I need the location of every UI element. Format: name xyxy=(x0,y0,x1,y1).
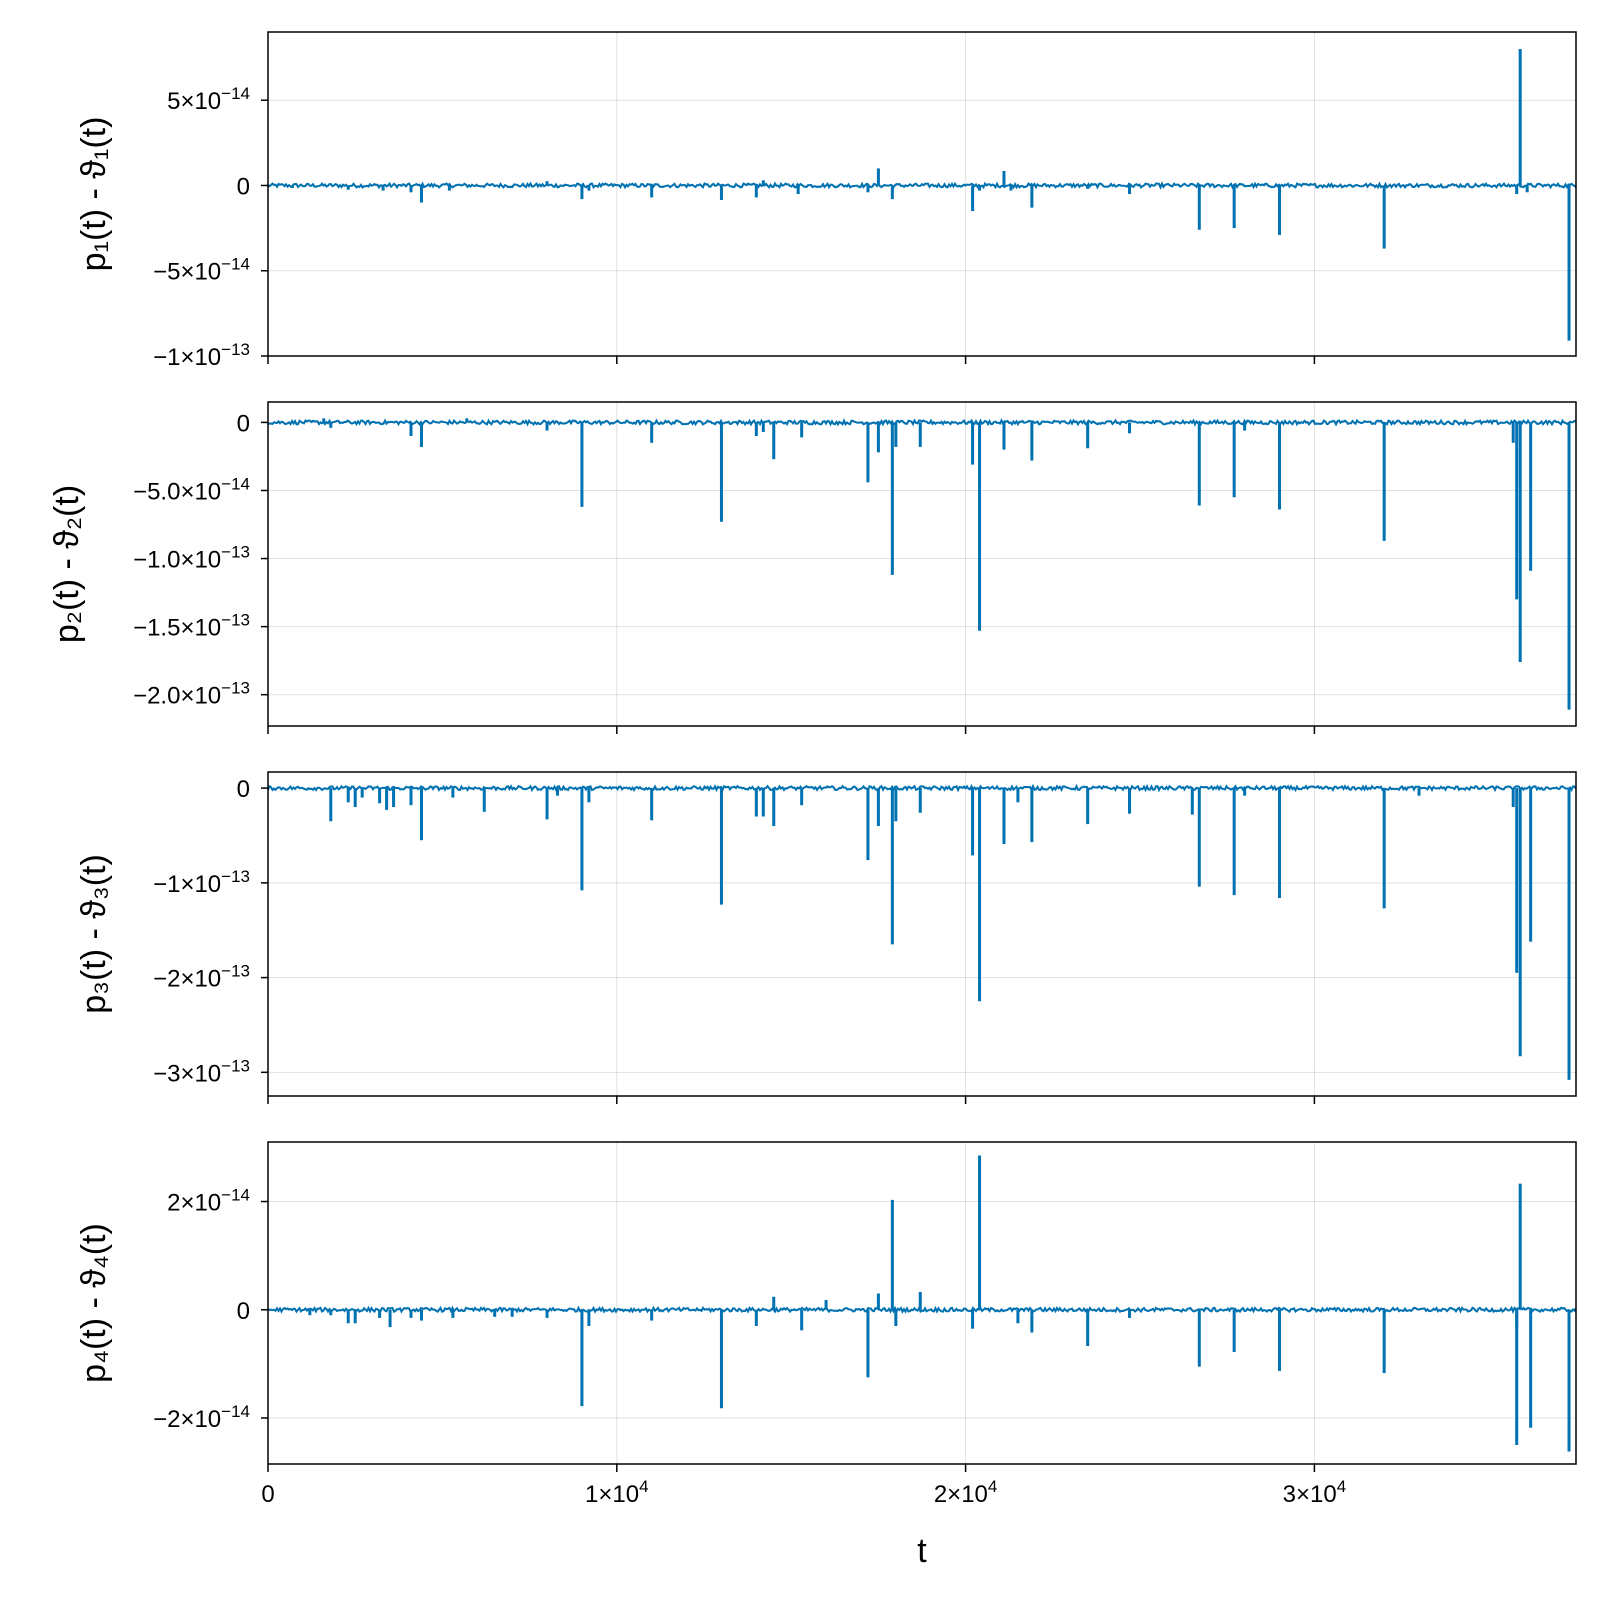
y-tick-label: −1×10−13 xyxy=(153,867,250,898)
series-baseline xyxy=(267,181,1577,190)
panel-1: 5×10−14 0 −5×10−14 −1×10−13 p₁(t) - ϑ₁(t) xyxy=(75,31,1577,371)
plot-frame xyxy=(267,1141,1577,1465)
series-baseline xyxy=(267,1305,1577,1315)
y-axis-label: p₁(t) - ϑ₁(t) xyxy=(75,117,113,272)
y-tick-label: −5.0×10−14 xyxy=(133,474,250,505)
x-tick-label: 3×104 xyxy=(1283,1477,1347,1508)
series-baseline xyxy=(267,783,1577,793)
panel-3: 0 −1×10−13 −2×10−13 −3×10−13 p₃(t) - ϑ₃(t) xyxy=(75,771,1577,1104)
y-tick-label: 0 xyxy=(237,410,250,437)
y-tick-label: −2×10−13 xyxy=(153,962,250,993)
y-tick-label: 0 xyxy=(237,1298,250,1325)
plot-frame xyxy=(267,401,1577,727)
x-tick-label: 2×104 xyxy=(934,1477,998,1508)
plot-frame xyxy=(267,771,1577,1097)
y-tick-label: −5×10−14 xyxy=(153,255,250,286)
y-axis-label: p₄(t) - ϑ₄(t) xyxy=(75,1223,113,1383)
x-axis-label: t xyxy=(917,1532,927,1570)
series-baseline xyxy=(267,418,1577,427)
panel-4: 2×10−14 0 −2×10−14 p₄(t) - ϑ₄(t) xyxy=(75,1141,1577,1472)
y-tick-label: −2.0×10−13 xyxy=(133,679,250,710)
y-axis-label: p₃(t) - ϑ₃(t) xyxy=(75,854,113,1014)
panel-2: 0 −5.0×10−14 −1.0×10−13 −1.5×10−13 −2.0×10−1… xyxy=(48,401,1577,734)
y-tick-label: −1.0×10−13 xyxy=(133,543,250,574)
y-tick-label: 5×10−14 xyxy=(167,84,250,115)
x-tick-label: 1×104 xyxy=(585,1477,649,1508)
plot-frame xyxy=(267,31,1577,357)
y-tick-label: −1×10−13 xyxy=(153,340,250,371)
y-tick-label: 0 xyxy=(237,776,250,803)
y-tick-label: −3×10−13 xyxy=(153,1056,250,1087)
y-tick-label: −2×10−14 xyxy=(153,1402,250,1433)
y-axis-label: p₂(t) - ϑ₂(t) xyxy=(48,485,86,643)
y-tick-label: −1.5×10−13 xyxy=(133,611,250,642)
y-tick-label: 0 xyxy=(237,173,250,200)
x-tick-label: 0 xyxy=(261,1481,274,1508)
y-tick-label: 2×10−14 xyxy=(167,1186,250,1217)
